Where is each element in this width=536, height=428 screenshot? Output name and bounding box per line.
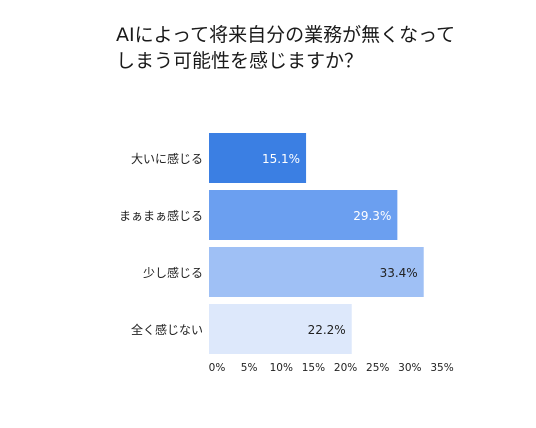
category-label-4: 全く感じない [131,322,203,337]
chart-title-line-1: AIによって将来自分の業務が無くなって [116,24,456,46]
x-tick-label-0: 0% [209,362,226,374]
chart-title-line-2: しまう可能性を感じますか？ [116,50,364,72]
x-tick-label-35: 35% [430,362,453,374]
chart-title: AIによって将来自分の業務が無くなって しまう可能性を感じますか？ [116,22,516,74]
x-tick-label-20: 20% [334,362,357,374]
category-label-1: 大いに感じる [131,151,203,166]
x-tick-label-10: 10% [270,362,293,374]
category-label-2: まぁまぁ感じる [119,208,203,223]
value-label-2: 29.3% [353,209,391,223]
value-label-4: 22.2% [308,323,346,337]
x-tick-label-5: 5% [241,362,258,374]
x-tick-label-15: 15% [302,362,325,374]
bar-4 [209,304,352,354]
x-tick-label-25: 25% [366,362,389,374]
category-label-3: 少し感じる [143,265,203,280]
x-tick-label-30: 30% [398,362,421,374]
value-label-3: 33.4% [380,266,418,280]
bar-1 [209,133,307,183]
bar-2 [209,190,398,240]
value-label-1: 15.1% [262,152,300,166]
bar-3 [209,247,424,297]
